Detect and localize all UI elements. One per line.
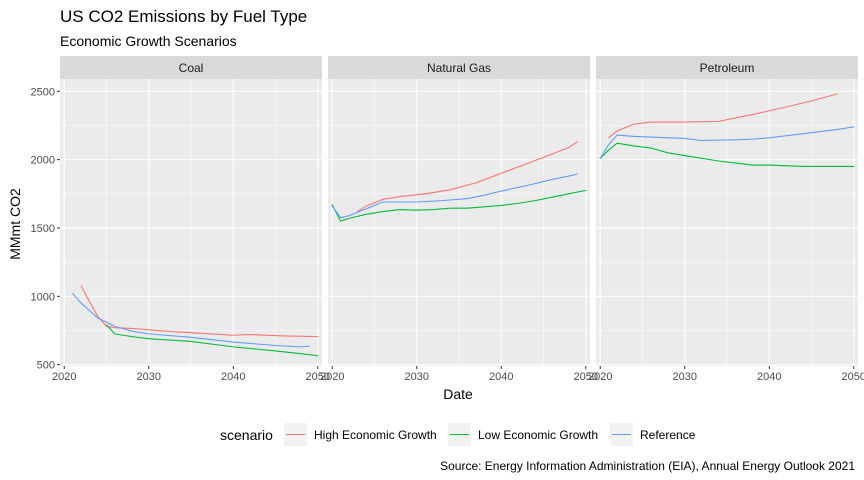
legend: scenario High Economic Growth Low Economi… — [220, 423, 696, 446]
panel-natural-gas: Natural Gas 2020 2030 2040 2050 — [320, 56, 598, 383]
facet-strip-label: Natural Gas — [427, 61, 491, 75]
y-tick-label: 1500 — [31, 223, 55, 235]
x-tick-label: 2020 — [588, 371, 612, 383]
facet-strip — [60, 56, 322, 79]
facet-strip — [596, 56, 858, 79]
x-tick-label: 2030 — [404, 371, 428, 383]
y-tick-label: 1000 — [31, 291, 55, 303]
panel-petroleum: Petroleum 2020 2030 2040 2050 — [588, 56, 864, 383]
legend-label: High Economic Growth — [314, 428, 437, 442]
y-tick-label: 500 — [37, 360, 55, 372]
x-tick-label: 2030 — [672, 371, 696, 383]
series-line-low-economic-growth — [331, 189, 587, 222]
chart-subtitle: Economic Growth Scenarios — [60, 33, 237, 49]
y-axis-label: MMmt CO2 — [7, 188, 23, 260]
x-tick-label: 2040 — [221, 371, 245, 383]
legend-item-low-economic-growth: Low Economic Growth — [448, 423, 598, 446]
series-line-high-economic-growth — [357, 141, 578, 213]
x-tick-label: 2050 — [306, 371, 330, 383]
x-tick-label: 2050 — [574, 371, 598, 383]
legend-item-reference: Reference — [610, 423, 696, 446]
x-tick-label: 2050 — [842, 371, 864, 383]
series-line-low-economic-growth — [105, 324, 319, 357]
x-tick-label: 2030 — [136, 371, 160, 383]
facet-panels: Coal 2020 2030 2040 2050 500 1000 1500 2000 2500 N… — [31, 56, 864, 383]
x-tick-label: 2020 — [52, 371, 76, 383]
facet-strip-label: Coal — [179, 61, 204, 75]
legend-label: Low Economic Growth — [478, 428, 598, 442]
chart-title: US CO2 Emissions by Fuel Type — [60, 7, 307, 26]
legend-label: Reference — [640, 428, 696, 442]
series-line-reference — [599, 126, 855, 159]
y-tick-label: 2500 — [31, 86, 55, 98]
facet-strip-label: Petroleum — [700, 61, 755, 75]
x-axis-label: Date — [443, 386, 473, 402]
x-tick-label: 2020 — [320, 371, 344, 383]
chart-caption: Source: Energy Information Administratio… — [440, 459, 855, 473]
facet-strip — [328, 56, 590, 79]
series-line-reference — [331, 173, 578, 219]
y-tick-label: 2000 — [31, 155, 55, 167]
x-tick-label: 2040 — [489, 371, 513, 383]
legend-item-high-economic-growth: High Economic Growth — [284, 423, 437, 446]
series-line-low-economic-growth — [599, 142, 855, 168]
series-line-reference — [72, 293, 310, 348]
x-tick-label: 2040 — [757, 371, 781, 383]
series-line-high-economic-growth — [608, 93, 838, 139]
legend-title: scenario — [220, 427, 273, 443]
series-line-high-economic-growth — [80, 285, 319, 338]
panel-coal: Coal 2020 2030 2040 2050 500 1000 1500 2000 2500 — [31, 56, 330, 383]
